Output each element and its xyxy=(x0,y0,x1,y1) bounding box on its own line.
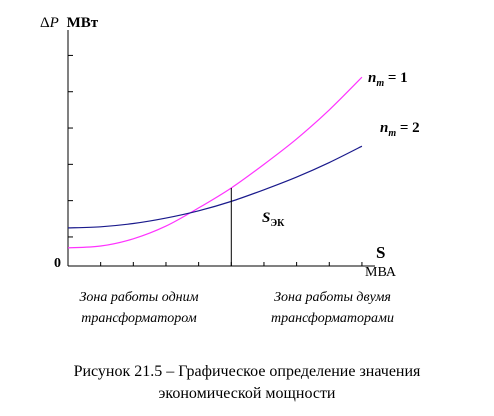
zone-left-line-2: трансформатором xyxy=(81,311,197,326)
series-line-1 xyxy=(67,76,363,249)
economic-power-label: SЭК xyxy=(262,210,285,229)
x-axis-symbol: S xyxy=(376,243,386,262)
curves xyxy=(67,76,363,249)
y-axis-symbol: ΔP xyxy=(40,15,59,31)
y-axis-unit: МВт xyxy=(66,15,99,31)
axis-ticks xyxy=(68,54,363,266)
y-axis-title: ΔP МВт xyxy=(40,15,98,32)
origin-label: 0 xyxy=(54,256,61,271)
figure-caption-line-2: экономической мощности xyxy=(158,385,336,402)
zone-right-line-1: Зона работы двумя xyxy=(274,290,391,305)
zone-left-line-1: Зона работы одним xyxy=(79,290,199,305)
axes xyxy=(67,30,375,267)
x-axis-unit: МВА xyxy=(365,265,397,280)
series-label-1: nт = 1 xyxy=(368,70,408,89)
zone-right-line-2: трансформаторами xyxy=(271,311,394,326)
series-label-2: nт = 2 xyxy=(380,120,420,139)
zone-two-transformers: Зона работы двумя трансформаторами xyxy=(250,287,415,329)
figure-caption-line-1: Рисунок 21.5 – Графическое определение з… xyxy=(73,363,421,380)
zone-one-transformer: Зона работы одним трансформатором xyxy=(54,287,224,329)
series-line-2 xyxy=(67,145,363,229)
